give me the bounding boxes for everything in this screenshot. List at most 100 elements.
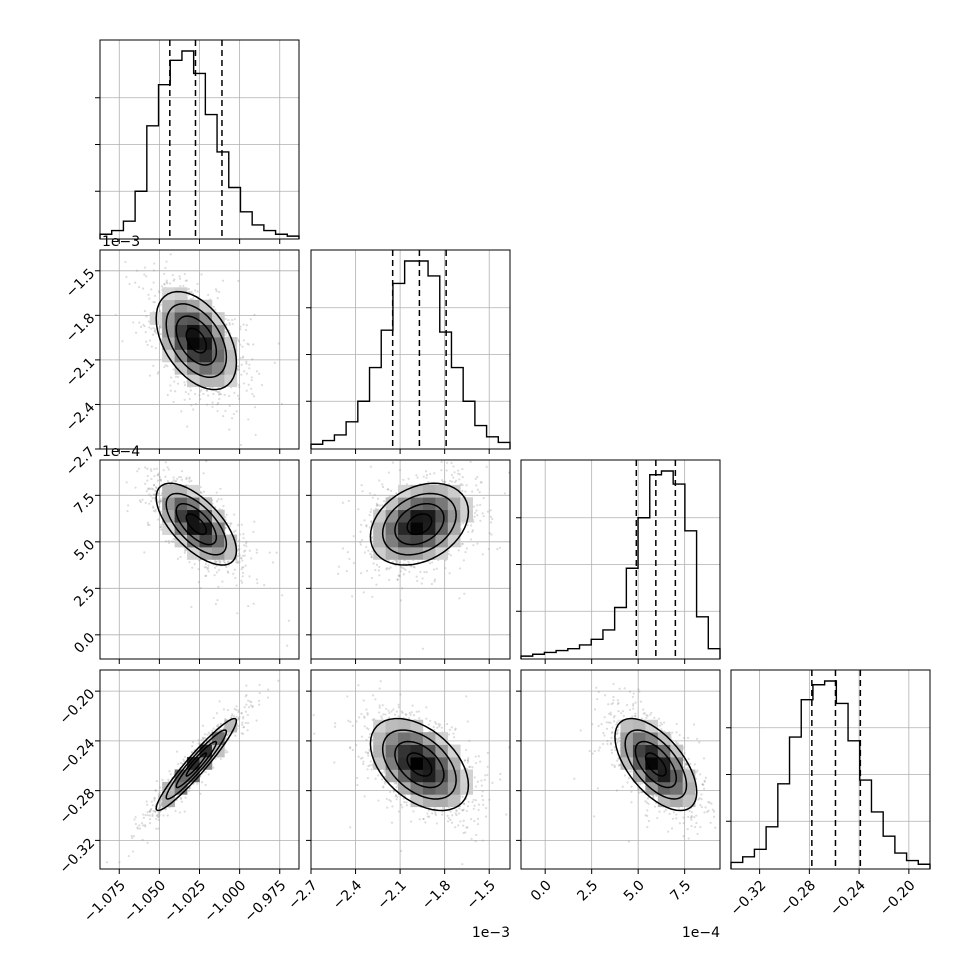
- sample-point: [128, 282, 131, 286]
- sample-point: [474, 477, 477, 480]
- sample-point: [244, 549, 247, 552]
- sample-point: [194, 289, 197, 292]
- sample-point: [479, 503, 482, 507]
- sample-point: [167, 539, 170, 543]
- sample-point: [255, 370, 259, 373]
- sample-point: [241, 575, 244, 578]
- sample-point: [199, 491, 202, 494]
- sample-point: [376, 497, 380, 500]
- sample-point: [348, 557, 351, 561]
- sample-point: [347, 499, 350, 503]
- sample-point: [215, 491, 218, 494]
- sample-point: [178, 277, 182, 280]
- sample-point: [444, 567, 447, 570]
- sample-point: [227, 561, 230, 564]
- sample-point: [232, 412, 235, 416]
- sample-point: [158, 499, 162, 502]
- density-cell: [174, 299, 188, 313]
- sample-point: [159, 498, 162, 501]
- contour-line: [175, 315, 218, 366]
- sample-point: [172, 479, 176, 482]
- sample-point: [216, 599, 219, 602]
- sample-point: [141, 240, 143, 242]
- density-cell: [187, 312, 200, 325]
- sample-point: [236, 367, 239, 371]
- sample-point: [449, 554, 452, 557]
- sample-point: [413, 566, 416, 569]
- sample-point: [143, 266, 147, 269]
- sample-point: [150, 487, 153, 490]
- sample-point: [360, 484, 363, 487]
- sample-point: [146, 523, 150, 526]
- sample-point: [188, 291, 192, 294]
- sample-point: [433, 472, 436, 475]
- sample-point: [114, 313, 117, 316]
- sample-point: [169, 282, 172, 285]
- sample-point: [387, 567, 391, 570]
- sample-point: [214, 602, 218, 606]
- sample-point: [415, 474, 418, 477]
- sample-point: [464, 490, 467, 493]
- scatter-panel-3-1: [95, 459, 300, 664]
- sample-point: [476, 504, 479, 507]
- sample-point: [143, 551, 146, 554]
- sample-point: [173, 278, 176, 281]
- sample-point: [230, 522, 233, 525]
- sample-point: [158, 475, 161, 479]
- sample-point: [458, 567, 462, 570]
- sample-point: [172, 540, 175, 544]
- sample-point: [151, 804, 154, 807]
- sample-point: [371, 496, 374, 499]
- sample-point: [241, 356, 244, 359]
- sample-point: [420, 582, 423, 585]
- sample-point: [237, 548, 240, 551]
- sample-point: [212, 305, 215, 309]
- sample-point: [246, 729, 249, 732]
- sample-point: [204, 563, 207, 566]
- sample-point: [287, 619, 290, 622]
- sample-point: [139, 325, 143, 328]
- sample-point: [218, 391, 221, 394]
- panel-background: [311, 250, 510, 449]
- sample-point: [148, 523, 151, 527]
- sample-point: [241, 566, 244, 569]
- sample-point: [247, 383, 250, 386]
- sample-point: [199, 390, 202, 393]
- sample-point: [196, 282, 199, 285]
- sample-point: [215, 500, 219, 503]
- sample-point: [425, 571, 428, 574]
- sample-point: [138, 321, 141, 324]
- sample-point: [143, 273, 146, 276]
- sample-point: [207, 570, 210, 573]
- sample-point: [121, 340, 124, 343]
- sample-point: [219, 487, 222, 490]
- sample-point: [143, 310, 146, 313]
- sample-point: [489, 515, 492, 518]
- sample-point: [233, 391, 236, 394]
- sample-point: [163, 282, 166, 286]
- sample-point: [475, 484, 478, 487]
- sample-point: [206, 389, 209, 392]
- sample-point: [370, 576, 373, 580]
- sample-point: [457, 469, 460, 472]
- sample-point: [217, 569, 221, 572]
- sample-point: [237, 279, 240, 282]
- sample-point: [183, 398, 186, 401]
- sample-point: [148, 374, 152, 377]
- sample-point: [134, 281, 137, 284]
- density-cell: [162, 312, 175, 325]
- sample-point: [425, 476, 428, 479]
- sample-point: [341, 547, 345, 550]
- sample-point: [158, 500, 161, 504]
- sample-point: [157, 518, 160, 521]
- sample-point: [511, 494, 513, 496]
- sample-point: [303, 647, 305, 649]
- sample-point: [153, 328, 157, 331]
- sample-point: [370, 550, 373, 553]
- sample-point: [197, 581, 200, 584]
- sample-point: [410, 565, 413, 568]
- sample-point: [369, 510, 372, 514]
- sample-point: [257, 699, 261, 702]
- sample-point: [238, 552, 241, 555]
- sample-point: [470, 524, 473, 527]
